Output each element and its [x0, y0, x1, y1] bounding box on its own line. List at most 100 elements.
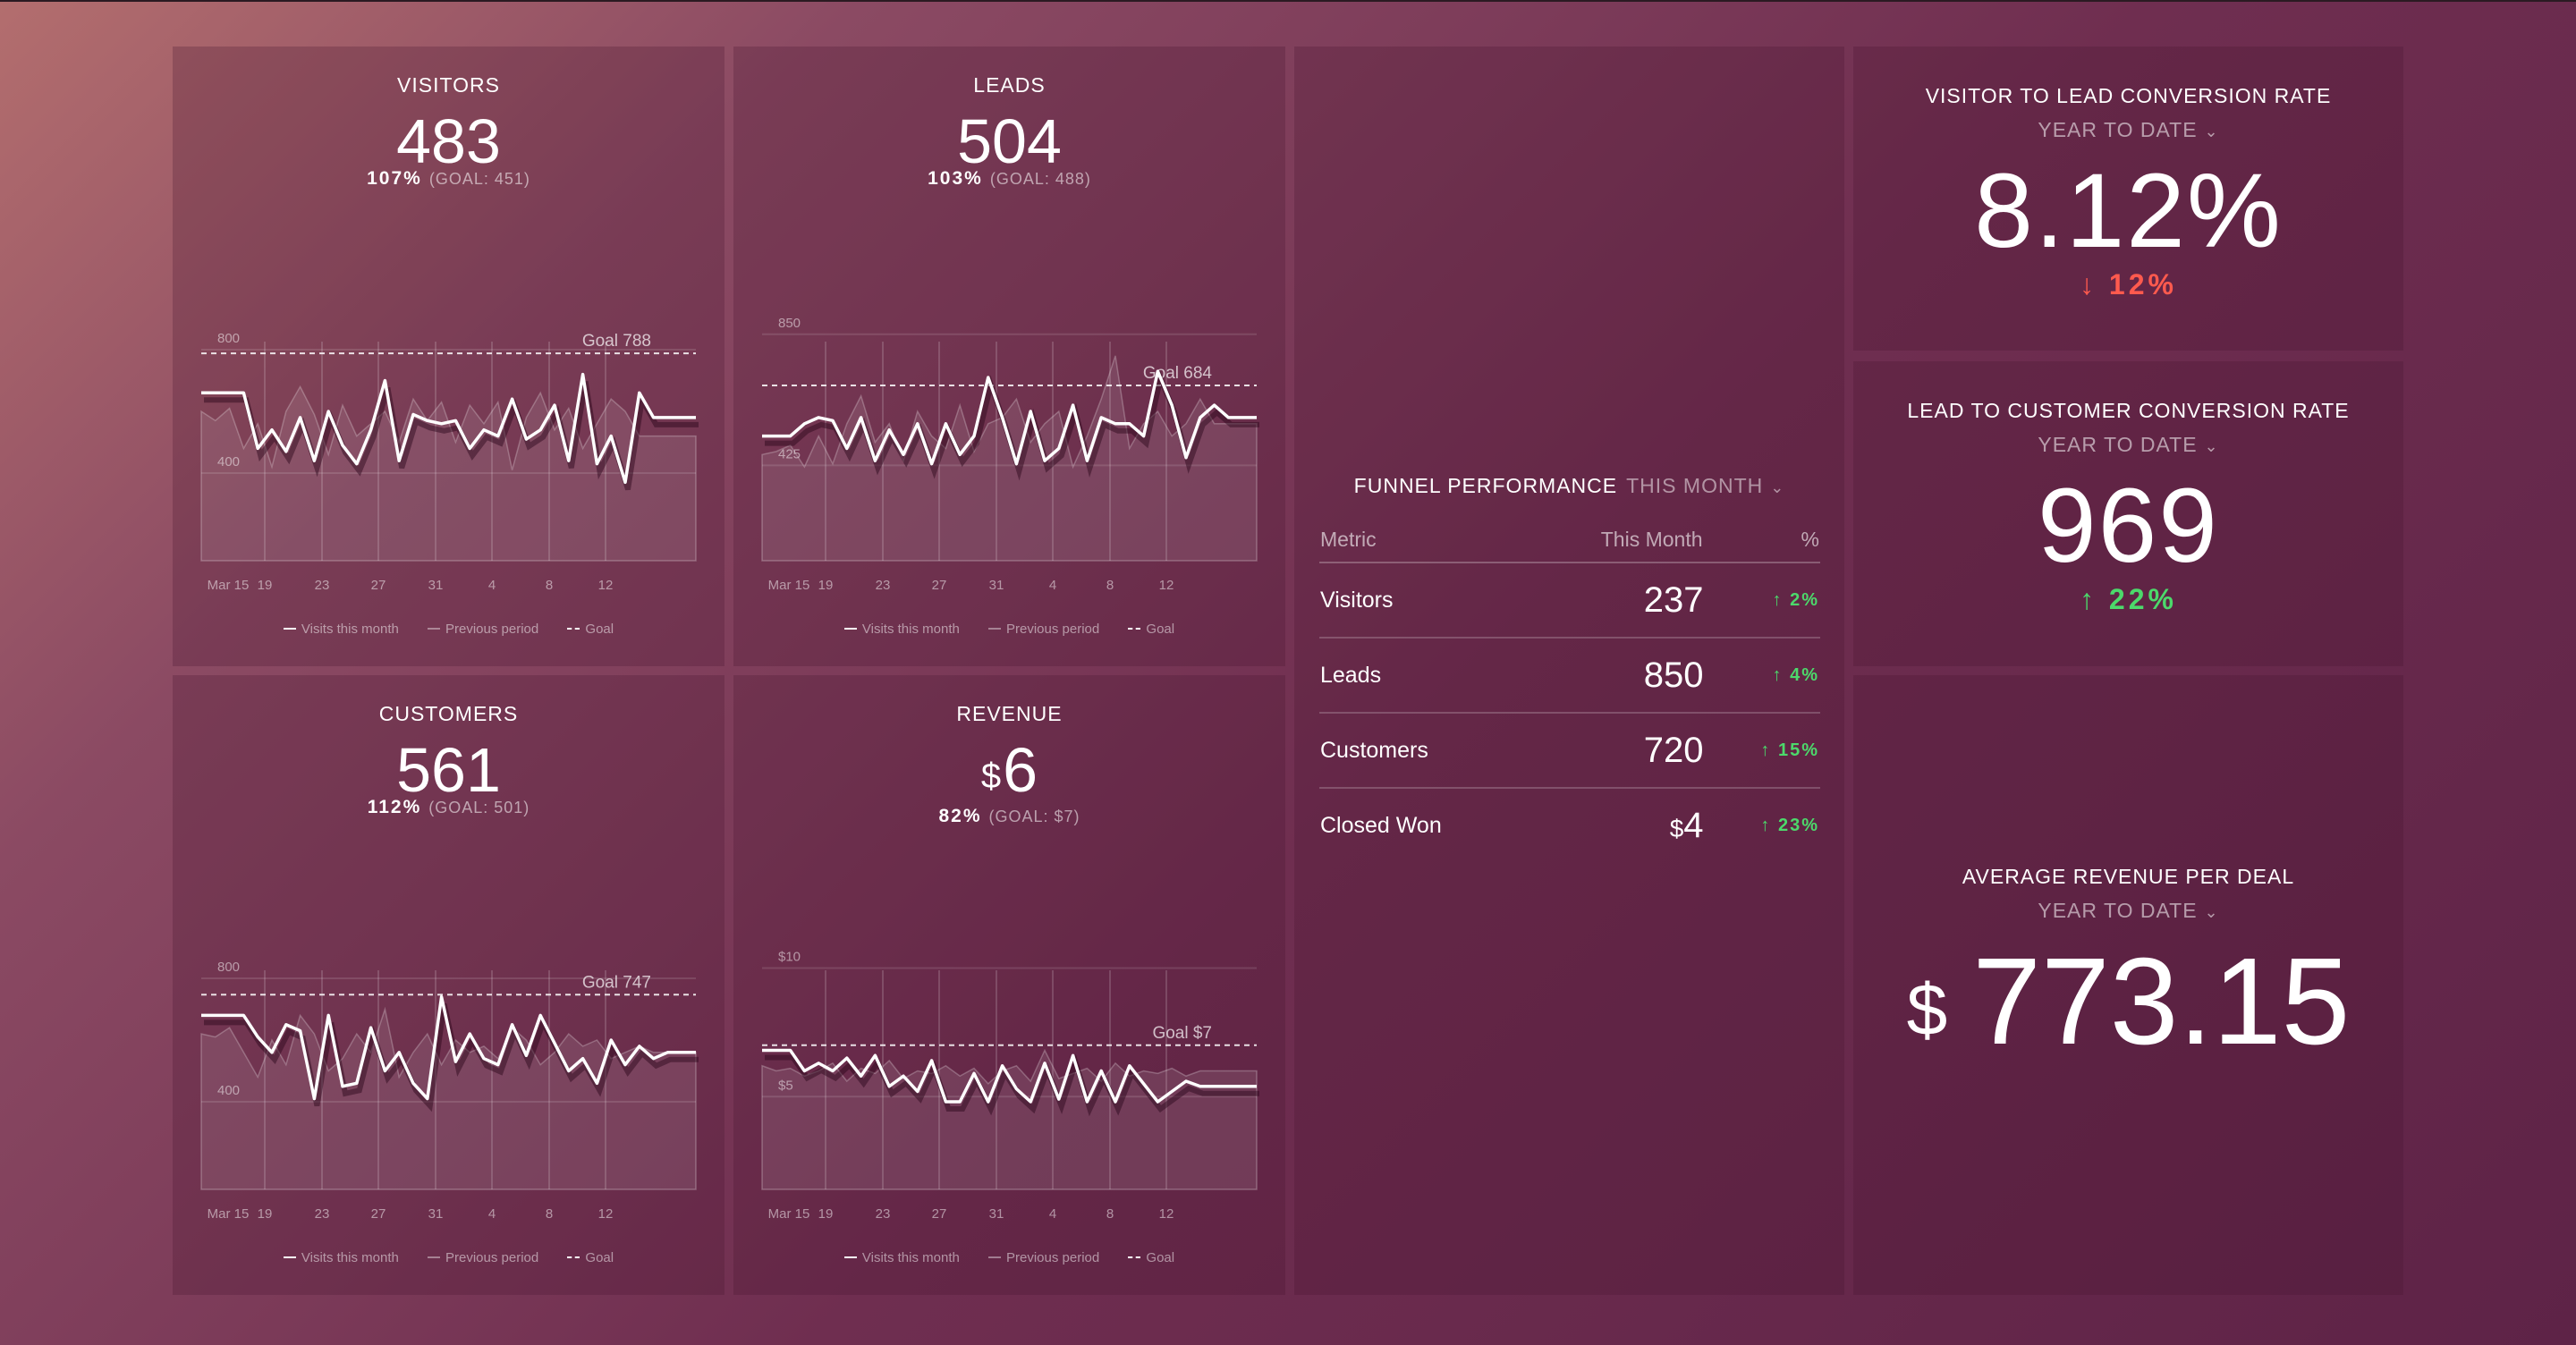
legend-item-goal[interactable]: Goal — [1128, 1250, 1174, 1265]
widget-value: 504 — [957, 106, 1062, 176]
y-tick-label: 400 — [217, 1083, 240, 1098]
average-revenue-widget[interactable]: AVERAGE REVENUE PER DEAL YEAR TO DATE ⌄ $… — [1853, 675, 2403, 1295]
legend-item-current[interactable]: Visits this month — [843, 1250, 960, 1265]
period-selector[interactable]: YEAR TO DATE ⌄ — [2038, 433, 2219, 456]
chevron-down-icon: ⌄ — [1770, 478, 1785, 496]
funnel-widget[interactable]: FUNNEL PERFORMANCE THIS MONTH ⌄ Metric Thi… — [1294, 47, 1844, 1295]
x-tick-label: 8 — [1106, 1206, 1114, 1222]
goal-text: (GOAL: 488) — [989, 170, 1091, 188]
y-tick-label: $5 — [778, 1078, 793, 1093]
x-tick-label: 31 — [428, 1206, 444, 1222]
kpi-title: LEAD TO CUSTOMER CONVERSION RATE — [1907, 399, 2350, 422]
row-value: 720 — [1551, 713, 1704, 789]
visitor-to-lead-widget[interactable]: VISITOR TO LEAD CONVERSION RATE YEAR TO … — [1853, 47, 2403, 351]
revenue-widget[interactable]: REVENUE $6 82% (GOAL: $7) Mar 15 19 23 27 31 4… — [733, 675, 1285, 1295]
chevron-down-icon: ⌄ — [2204, 123, 2219, 140]
legend-item-goal[interactable]: Goal — [1128, 622, 1174, 637]
x-tick-label: 23 — [315, 578, 330, 593]
legend-item-goal[interactable]: Goal — [567, 622, 614, 637]
x-tick-label: 19 — [258, 578, 273, 593]
legend-item-previous[interactable]: Previous period — [988, 622, 1099, 637]
goal-percent: 103% — [928, 168, 983, 189]
leads-widget[interactable]: LEADS 504 103% (GOAL: 488) Mar 15 19 23 27 31… — [733, 47, 1285, 666]
x-tick-label: 23 — [315, 1206, 330, 1222]
widget-goal-line: 103% (GOAL: 488) — [733, 168, 1285, 190]
kpi-value: 969 — [2038, 467, 2219, 585]
x-tick-label: Mar 15 — [768, 578, 810, 593]
x-tick-label: 4 — [1049, 578, 1056, 593]
x-tick-label: 12 — [598, 1206, 614, 1222]
legend-item-current[interactable]: Visits this month — [283, 1250, 399, 1265]
x-tick-label: 8 — [546, 578, 553, 593]
y-tick-label: 850 — [778, 316, 801, 331]
visitors-chart[interactable]: Mar 15 19 23 27 31 4 8 12 800 400 Goal 788 — [173, 279, 724, 637]
y-tick-label: $10 — [778, 950, 801, 965]
previous-period-series — [761, 355, 1258, 562]
legend-item-goal[interactable]: Goal — [567, 1250, 614, 1265]
row-value: $4 — [1669, 805, 1704, 845]
x-tick-label: 19 — [818, 578, 834, 593]
lead-to-customer-widget[interactable]: LEAD TO CUSTOMER CONVERSION RATE YEAR TO… — [1853, 361, 2403, 666]
currency-symbol: $ — [980, 757, 1002, 796]
x-tick-label: 19 — [258, 1206, 273, 1222]
goal-percent: 112% — [367, 797, 422, 817]
row-metric: Leads — [1319, 638, 1552, 714]
leads-chart[interactable]: Mar 15 19 23 27 31 4 8 12 850 425 Goal 684 — [733, 279, 1285, 637]
customers-chart[interactable]: Mar 15 19 23 27 31 4 8 12 800 400 Goal 747 — [173, 908, 724, 1265]
widget-value: 483 — [396, 106, 501, 176]
currency-symbol: $ — [1906, 969, 1948, 1051]
visitors-widget[interactable]: VISITORS 483 107% (GOAL: 451) Mar 15 19 23 2… — [173, 47, 724, 666]
kpi-value: $773.15 — [1906, 933, 2351, 1070]
x-tick-label: Mar 15 — [208, 1206, 250, 1222]
row-change: ↑ 15% — [1703, 713, 1820, 789]
goal-label: Goal 788 — [582, 332, 651, 351]
chart-legend: Visits this month Previous period Goal — [173, 1250, 724, 1265]
legend-item-previous[interactable]: Previous period — [428, 1250, 538, 1265]
x-tick-label: 27 — [932, 578, 947, 593]
x-tick-label: 4 — [488, 1206, 496, 1222]
x-tick-label: 31 — [428, 578, 444, 593]
goal-text: (GOAL: 501) — [428, 799, 530, 816]
legend-item-current[interactable]: Visits this month — [283, 622, 399, 637]
widget-title: CUSTOMERS — [378, 702, 519, 725]
table-row: Leads 850 ↑ 4% — [1319, 638, 1820, 714]
period-selector[interactable]: YEAR TO DATE ⌄ — [2038, 899, 2219, 922]
previous-period-series — [200, 1006, 697, 1190]
chart-legend: Visits this month Previous period Goal — [733, 1250, 1285, 1265]
x-tick-label: 4 — [1049, 1206, 1056, 1222]
kpi-value: 8.12% — [1974, 152, 2283, 270]
table-row: Visitors 237 ↑ 2% — [1319, 563, 1820, 639]
chevron-down-icon: ⌄ — [2204, 437, 2219, 455]
goal-percent: 82% — [938, 806, 982, 826]
widget-value: $6 — [980, 735, 1038, 805]
x-tick-label: 12 — [1159, 578, 1174, 593]
funnel-title: FUNNEL PERFORMANCE THIS MONTH ⌄ — [1353, 474, 1785, 497]
y-tick-label: 800 — [217, 960, 240, 975]
widget-goal-line: 112% (GOAL: 501) — [173, 797, 724, 818]
period-selector[interactable]: YEAR TO DATE ⌄ — [2038, 118, 2219, 141]
row-metric: Closed Won — [1320, 812, 1442, 838]
legend-item-current[interactable]: Visits this month — [843, 622, 960, 637]
row-value: 237 — [1551, 563, 1704, 639]
period-selector[interactable]: THIS MONTH ⌄ — [1626, 474, 1785, 497]
x-tick-label: 8 — [1106, 578, 1114, 593]
kpi-title: AVERAGE REVENUE PER DEAL — [1962, 865, 2295, 888]
x-tick-label: Mar 15 — [768, 1206, 810, 1222]
revenue-chart[interactable]: Mar 15 19 23 27 31 4 8 12 $10 $5 Goal $7 — [733, 908, 1285, 1265]
current-series-line — [201, 372, 696, 485]
x-tick-label: 27 — [371, 1206, 386, 1222]
goal-percent: 107% — [367, 168, 422, 189]
goal-label: Goal 747 — [582, 973, 651, 992]
y-tick-label: 425 — [778, 446, 801, 461]
kpi-change: ↑ 22% — [2080, 583, 2177, 615]
legend-item-previous[interactable]: Previous period — [428, 622, 538, 637]
table-row: Customers 720 ↑ 15% — [1319, 713, 1820, 789]
kpi-change: ↓ 12% — [2080, 268, 2177, 300]
current-series-line — [762, 1048, 1257, 1104]
row-change: ↑ 23% — [1760, 815, 1819, 835]
legend-item-previous[interactable]: Previous period — [988, 1250, 1099, 1265]
widget-goal-line: 107% (GOAL: 451) — [173, 168, 724, 190]
x-tick-label: 12 — [1159, 1206, 1174, 1222]
customers-widget[interactable]: CUSTOMERS 561 112% (GOAL: 501) Mar 15 19 23… — [173, 675, 724, 1295]
current-series-line — [201, 994, 696, 1101]
